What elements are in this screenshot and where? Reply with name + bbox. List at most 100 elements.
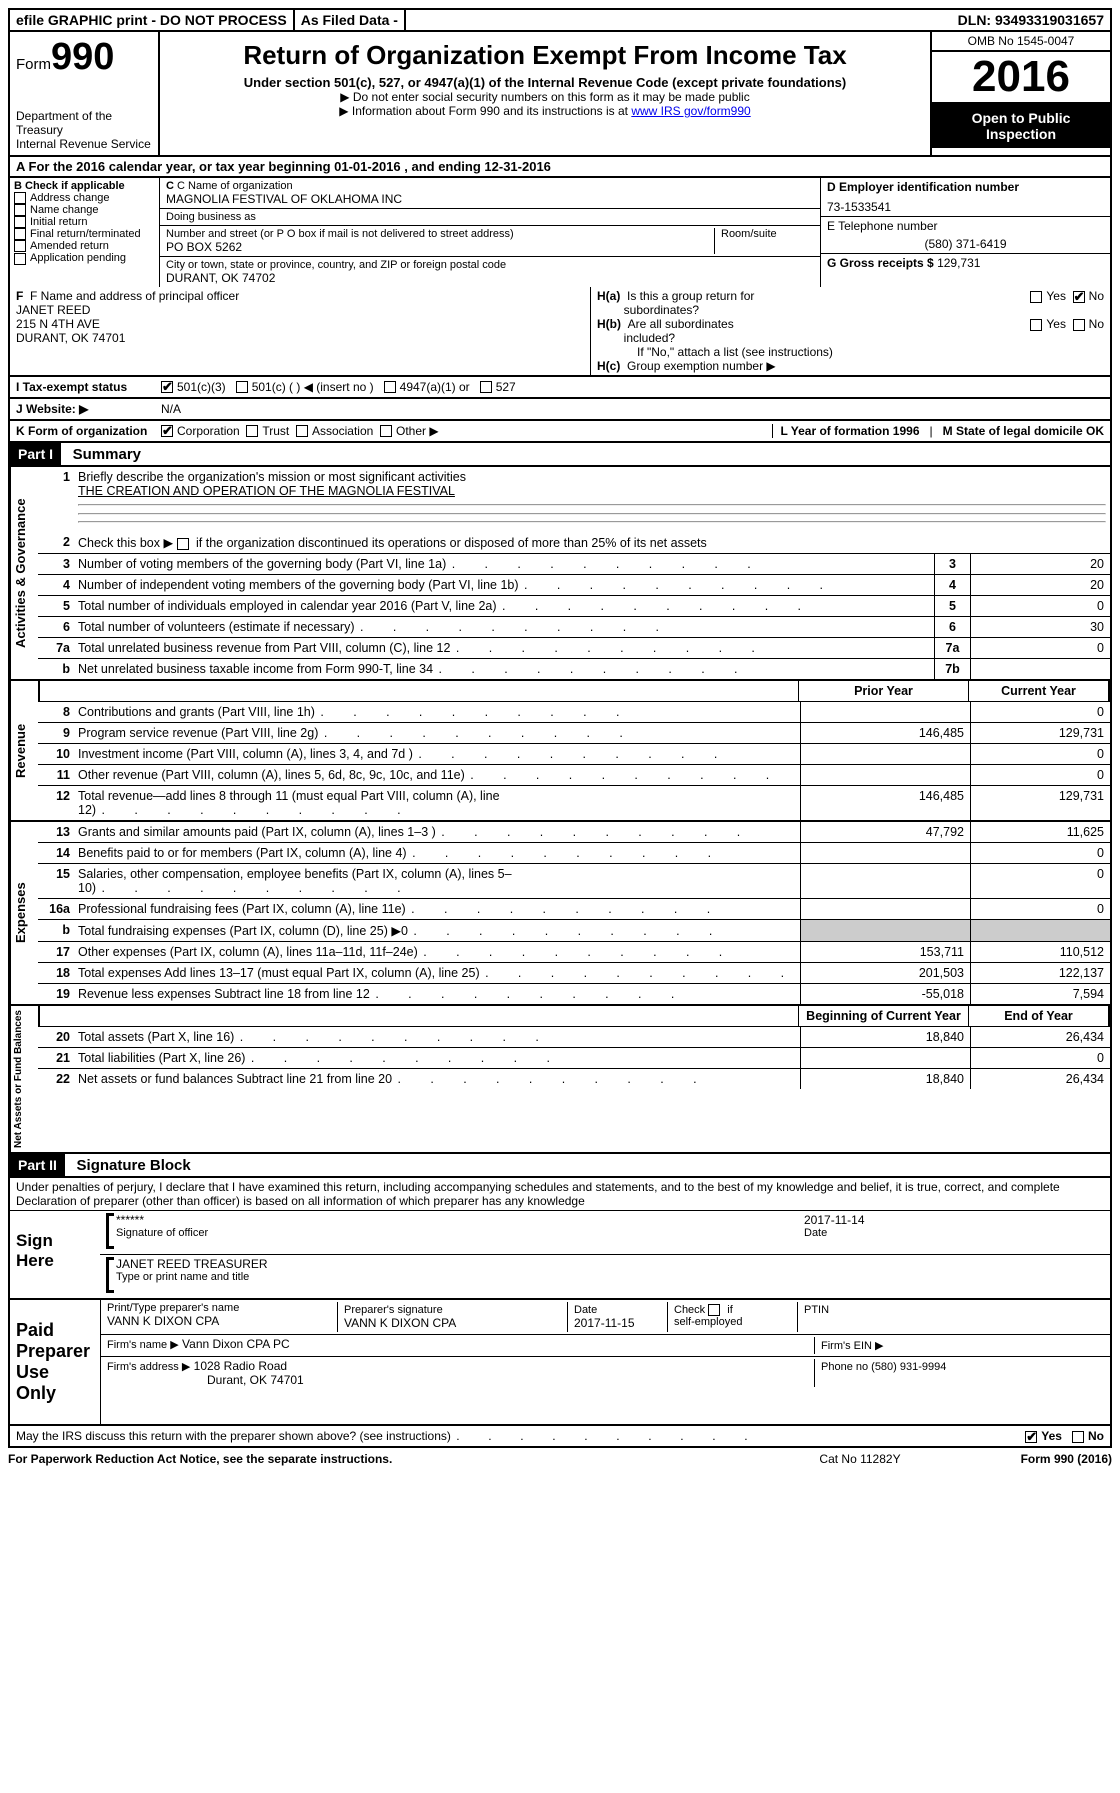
q2-desc: Check this box ▶ if the organization dis… (74, 532, 1110, 553)
irs-link[interactable]: www IRS gov/form990 (631, 104, 750, 118)
row-curr: 0 (970, 744, 1110, 764)
cb-discuss-no[interactable] (1072, 1431, 1084, 1443)
row-desc: Benefits paid to or for members (Part IX… (74, 843, 800, 863)
row-num: 15 (38, 864, 74, 898)
row-desc: Total number of volunteers (estimate if … (74, 617, 934, 637)
row-num: 9 (38, 723, 74, 743)
row-k: K Form of organization Corporation Trust… (8, 421, 1112, 443)
hb-yes-cb[interactable] (1030, 319, 1042, 331)
prior-year-hdr: Prior Year (798, 681, 968, 701)
gov-row: 7aTotal unrelated business revenue from … (38, 638, 1110, 659)
row-desc: Number of voting members of the governin… (74, 554, 934, 574)
summary-governance: Activities & Governance 1 Briefly descri… (8, 467, 1112, 681)
summary-netassets: Net Assets or Fund Balances Beginning of… (8, 1006, 1112, 1154)
part2-badge: Part II (10, 1154, 65, 1176)
col-b-title: B Check if applicable (14, 180, 155, 192)
row-k-right: L Year of formation 1996 | M State of le… (772, 424, 1104, 438)
hb-no-cb[interactable] (1073, 319, 1085, 331)
column-c: C C Name of organization MAGNOLIA FESTIV… (160, 178, 820, 287)
data-row: 8Contributions and grants (Part VIII, li… (38, 702, 1110, 723)
row-desc: Professional fundraising fees (Part IX, … (74, 899, 800, 919)
cb-4947[interactable] (384, 381, 396, 393)
prep-sig-value: VANN K DIXON CPA (344, 1316, 561, 1330)
cb-amended-return[interactable]: Amended return (14, 240, 155, 252)
row-num: 6 (38, 617, 74, 637)
cb-label: Address change (30, 192, 110, 204)
netassets-body: Beginning of Current Year End of Year 20… (38, 1006, 1110, 1152)
prep-date-label: Date (574, 1304, 661, 1316)
section-fh: F F Name and address of principal office… (8, 287, 1112, 377)
cb-other[interactable] (380, 425, 392, 437)
row-curr: 0 (970, 843, 1110, 863)
data-row: 18Total expenses Add lines 13–17 (must e… (38, 963, 1110, 984)
prep-name-label: Print/Type preparer's name (107, 1302, 337, 1314)
prep-name-value: VANN K DIXON CPA (107, 1314, 337, 1328)
beg-year-hdr: Beginning of Current Year (798, 1006, 968, 1026)
cb-self-employed[interactable] (708, 1304, 720, 1316)
row-num: 20 (38, 1027, 74, 1047)
summary-expenses: Expenses 13Grants and similar amounts pa… (8, 822, 1112, 1006)
dept-line2: Internal Revenue Service (16, 137, 152, 151)
row-desc: Total expenses Add lines 13–17 (must equ… (74, 963, 800, 983)
row-desc: Number of independent voting members of … (74, 575, 934, 595)
cb-address-change[interactable]: Address change (14, 192, 155, 204)
dba-cell: Doing business as (160, 209, 820, 226)
part1-title: Summary (73, 446, 141, 463)
row-i-label: I Tax-exempt status (16, 380, 161, 394)
street-label: Number and street (or P O box if mail is… (166, 228, 714, 240)
cb-initial-return[interactable]: Initial return (14, 216, 155, 228)
row-i: I Tax-exempt status 501(c)(3) 501(c) ( )… (8, 377, 1112, 399)
cb-name-change[interactable]: Name change (14, 204, 155, 216)
row-prior (800, 920, 970, 941)
name-title-label: Type or print name and title (116, 1271, 1104, 1283)
row-curr: 0 (970, 899, 1110, 919)
row-box: 4 (934, 575, 970, 595)
arrow-line-2: ▶ Information about Form 990 and its ins… (168, 104, 922, 118)
phone-value: (580) 371-6419 (827, 237, 1104, 251)
tax-year: 2016 (932, 52, 1110, 104)
room-label: Room/suite (714, 228, 814, 254)
paid-preparer-right: Print/Type preparer's name VANN K DIXON … (100, 1300, 1110, 1424)
prep-date-value: 2017-11-15 (574, 1316, 661, 1330)
gross-label: G Gross receipts $ (827, 256, 934, 270)
dba-label: Doing business as (166, 211, 814, 223)
hb-label: H(b) Are all subordinates included? (597, 317, 1030, 345)
sig-date-value: 2017-11-14 (804, 1213, 1104, 1227)
ein-cell: D Employer identification number 73-1533… (821, 178, 1110, 217)
cb-label: Name change (30, 204, 99, 216)
cb-assoc[interactable] (296, 425, 308, 437)
row-prior: 47,792 (800, 822, 970, 842)
form-number: Form990 (16, 36, 152, 79)
cb-discontinued[interactable] (177, 538, 189, 550)
cb-application-pending[interactable]: Application pending (14, 252, 155, 264)
section-bcdefg: B Check if applicable Address change Nam… (8, 178, 1112, 287)
ha-yes-cb[interactable] (1030, 291, 1042, 303)
prep-sig-label: Preparer's signature (344, 1304, 561, 1316)
paid-preparer-block: Paid Preparer Use Only Print/Type prepar… (10, 1298, 1110, 1424)
data-row: bTotal fundraising expenses (Part IX, co… (38, 920, 1110, 942)
cb-527[interactable] (480, 381, 492, 393)
cb-trust[interactable] (246, 425, 258, 437)
column-b: B Check if applicable Address change Nam… (10, 178, 160, 287)
ha-no-cb[interactable] (1073, 291, 1085, 303)
data-row: 12Total revenue—add lines 8 through 11 (… (38, 786, 1110, 820)
phone-cell: E Telephone number (580) 371-6419 (821, 217, 1110, 254)
row-prior (800, 744, 970, 764)
omb-number: OMB No 1545-0047 (932, 32, 1110, 52)
city-label: City or town, state or province, country… (166, 259, 814, 271)
cb-corp[interactable] (161, 425, 173, 437)
cb-501c[interactable] (236, 381, 248, 393)
cb-final-return[interactable]: Final return/terminated (14, 228, 155, 240)
end-year-hdr: End of Year (968, 1006, 1108, 1026)
gov-row: 5Total number of individuals employed in… (38, 596, 1110, 617)
hc-label: H(c) Group exemption number ▶ (597, 359, 1104, 373)
gross-cell: G Gross receipts $ 129,731 (821, 254, 1110, 272)
row-desc: Contributions and grants (Part VIII, lin… (74, 702, 800, 722)
lbl-other: Other ▶ (396, 424, 439, 438)
cb-501c3[interactable] (161, 381, 173, 393)
row-desc: Net assets or fund balances Subtract lin… (74, 1069, 800, 1089)
cb-label: Amended return (30, 240, 109, 252)
row-desc: Program service revenue (Part VIII, line… (74, 723, 800, 743)
cb-discuss-yes[interactable] (1025, 1431, 1037, 1443)
row-val: 0 (970, 638, 1110, 658)
